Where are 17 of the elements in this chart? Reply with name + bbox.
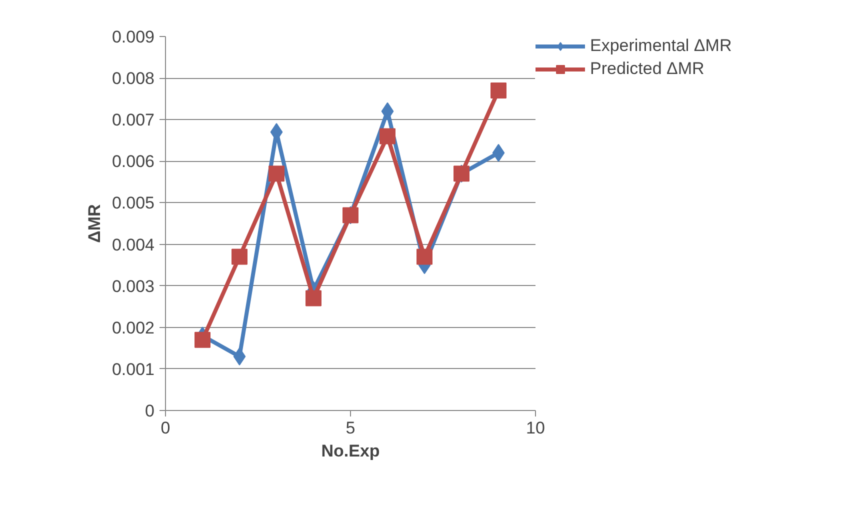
y-tick-label: 0.004 bbox=[112, 235, 155, 254]
y-tick-label: 0.001 bbox=[112, 360, 155, 379]
y-tick-label: 0.005 bbox=[112, 194, 155, 213]
y-tick-label: 0.006 bbox=[112, 152, 155, 172]
y-tick-label: 0.007 bbox=[112, 110, 155, 130]
y-tick-label: 0.003 bbox=[112, 276, 155, 296]
y-tick-label: 0.002 bbox=[112, 318, 155, 338]
y-axis-title: ΔMR bbox=[84, 204, 104, 243]
y-tick-label: 0.008 bbox=[112, 69, 155, 88]
x-axis-title: No.Exp bbox=[321, 442, 380, 460]
legend-label: Experimental ΔMR bbox=[590, 36, 732, 56]
x-tick-label: 0 bbox=[160, 418, 170, 438]
y-tick-label: 0 bbox=[145, 402, 155, 420]
y-tick-label: 0.009 bbox=[112, 28, 155, 46]
x-tick-label: 5 bbox=[346, 418, 356, 438]
legend-label: Predicted ΔMR bbox=[590, 59, 704, 79]
x-tick-label: 10 bbox=[526, 418, 545, 438]
